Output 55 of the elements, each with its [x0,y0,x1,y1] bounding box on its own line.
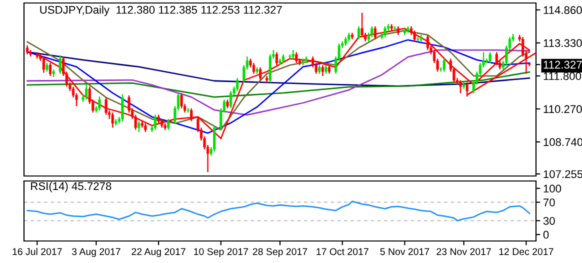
candlestick [488,52,492,64]
x-tick-label: 16 Jul 2017 [12,248,62,256]
y-tick-label: 30 [543,216,555,225]
candlestick [167,118,170,130]
candlestick [85,84,88,100]
candlestick [121,94,124,122]
candlestick [459,80,462,94]
y-tick-label: 100 [544,184,562,193]
candlestick [295,52,298,64]
candlestick [236,77,239,92]
candlestick [275,52,278,66]
candlestick [111,112,114,128]
y-tick-label: 70 [544,198,555,206]
y-tick-label: 110.270 [544,105,582,114]
x-tick-label: 5 Nov 2017 [380,248,430,256]
y-tick-label: 112.327 [544,60,582,69]
candlestick [190,108,193,122]
chart-title: RSI(14) 45.7278 [31,182,112,192]
candlestick [229,90,232,109]
candlestick [495,52,498,66]
candlestick [268,54,272,84]
line-series [26,200,530,222]
candlestick [180,92,183,109]
candlestick [259,66,262,81]
x-tick-label: 23 Nov 2017 [436,248,491,256]
candlestick [321,64,324,77]
line-series [26,71,530,98]
x-tick-label: 17 Oct 2017 [316,248,368,256]
candlestick [252,62,256,74]
x-tick-label: 12 Dec 2017 [499,248,554,256]
line-series [26,49,530,116]
candlestick [154,114,157,130]
candlestick [416,36,420,42]
candlestick [370,26,374,38]
candlestick [138,120,140,133]
candlestick [26,44,29,55]
y-tick-label: 0 [543,230,549,239]
x-tick-label: 3 Aug 2017 [72,248,120,258]
x-tick-label: 22 Aug 2017 [132,248,186,258]
chart-title: USDJPY,Daily 112.380 112.385 112.253 112.327 [40,6,282,16]
candlestick [442,58,446,72]
x-tick-label: 28 Sep 2017 [252,248,308,258]
x-tick-label: 10 Sep 2017 [194,248,248,258]
y-tick-label: 111.800 [544,72,582,80]
candlestick [42,56,45,74]
candlestick [357,26,360,40]
candlestick [104,96,108,116]
candlestick [384,26,386,38]
y-tick-label: 114.860 [544,6,582,14]
candlestick [48,62,52,77]
candlestick [58,54,62,74]
candlestick [98,96,101,112]
candlestick [426,34,429,51]
candlestick [213,124,216,152]
y-tick-label: 113.330 [544,39,582,48]
